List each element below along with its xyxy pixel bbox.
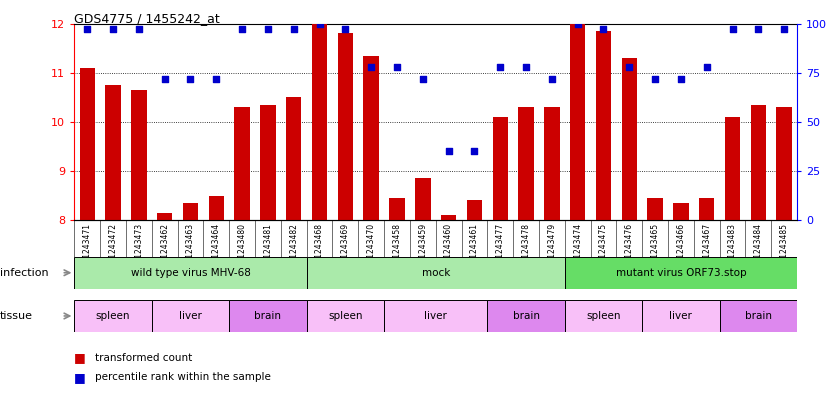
Point bbox=[571, 20, 584, 27]
Bar bbox=[183, 203, 198, 220]
Point bbox=[158, 75, 171, 82]
Text: mock: mock bbox=[421, 268, 450, 278]
Bar bbox=[621, 58, 637, 220]
Bar bbox=[415, 178, 430, 220]
Point bbox=[391, 64, 404, 70]
Bar bbox=[363, 55, 379, 220]
Text: GDS4775 / 1455242_at: GDS4775 / 1455242_at bbox=[74, 12, 220, 25]
Bar bbox=[673, 203, 689, 220]
Bar bbox=[235, 107, 249, 220]
Bar bbox=[384, 300, 487, 332]
Bar bbox=[229, 300, 306, 332]
Bar bbox=[338, 33, 353, 220]
Text: liver: liver bbox=[179, 311, 202, 321]
Bar bbox=[492, 117, 508, 220]
Bar bbox=[389, 198, 405, 220]
Point bbox=[210, 75, 223, 82]
Bar bbox=[570, 24, 586, 220]
Text: spleen: spleen bbox=[586, 311, 621, 321]
Point bbox=[674, 75, 687, 82]
Point bbox=[726, 26, 739, 33]
Bar bbox=[286, 97, 301, 220]
Bar bbox=[74, 257, 306, 289]
Point bbox=[235, 26, 249, 33]
Bar bbox=[260, 105, 276, 220]
Bar bbox=[208, 195, 224, 220]
Bar bbox=[643, 300, 719, 332]
Bar bbox=[565, 300, 643, 332]
Point bbox=[468, 148, 481, 154]
Text: spleen: spleen bbox=[96, 311, 131, 321]
Point bbox=[494, 64, 507, 70]
Bar bbox=[544, 107, 559, 220]
Point bbox=[597, 26, 610, 33]
Bar bbox=[74, 300, 152, 332]
Bar bbox=[719, 300, 797, 332]
Point bbox=[107, 26, 120, 33]
Text: transformed count: transformed count bbox=[95, 353, 192, 363]
Point bbox=[364, 64, 377, 70]
Bar bbox=[79, 68, 95, 220]
Point bbox=[339, 26, 352, 33]
Point bbox=[752, 26, 765, 33]
Text: brain: brain bbox=[254, 311, 282, 321]
Bar bbox=[467, 200, 482, 220]
Point bbox=[261, 26, 274, 33]
Text: brain: brain bbox=[745, 311, 771, 321]
Text: spleen: spleen bbox=[328, 311, 363, 321]
Point bbox=[545, 75, 558, 82]
Point bbox=[648, 75, 662, 82]
Point bbox=[416, 75, 430, 82]
Text: percentile rank within the sample: percentile rank within the sample bbox=[95, 372, 271, 382]
Point bbox=[184, 75, 197, 82]
Bar bbox=[306, 257, 565, 289]
Text: wild type virus MHV-68: wild type virus MHV-68 bbox=[131, 268, 250, 278]
Point bbox=[442, 148, 455, 154]
Bar bbox=[311, 24, 327, 220]
Bar bbox=[306, 300, 384, 332]
Bar bbox=[596, 31, 611, 220]
Point bbox=[777, 26, 790, 33]
Point bbox=[313, 20, 326, 27]
Bar bbox=[699, 198, 714, 220]
Bar bbox=[776, 107, 792, 220]
Bar bbox=[751, 105, 766, 220]
Bar bbox=[131, 90, 147, 220]
Bar bbox=[487, 300, 565, 332]
Bar bbox=[724, 117, 740, 220]
Text: ■: ■ bbox=[74, 351, 86, 364]
Bar bbox=[157, 213, 173, 220]
Point bbox=[623, 64, 636, 70]
Text: brain: brain bbox=[513, 311, 539, 321]
Point bbox=[700, 64, 714, 70]
Point bbox=[132, 26, 145, 33]
Text: tissue: tissue bbox=[0, 311, 33, 321]
Text: mutant virus ORF73.stop: mutant virus ORF73.stop bbox=[615, 268, 746, 278]
Text: liver: liver bbox=[670, 311, 692, 321]
Bar bbox=[152, 300, 229, 332]
Text: ■: ■ bbox=[74, 371, 86, 384]
Point bbox=[81, 26, 94, 33]
Bar bbox=[106, 85, 121, 220]
Bar bbox=[518, 107, 534, 220]
Text: liver: liver bbox=[425, 311, 447, 321]
Bar bbox=[565, 257, 797, 289]
Point bbox=[287, 26, 301, 33]
Bar bbox=[441, 215, 456, 220]
Bar bbox=[648, 198, 662, 220]
Point bbox=[520, 64, 533, 70]
Text: infection: infection bbox=[0, 268, 49, 278]
